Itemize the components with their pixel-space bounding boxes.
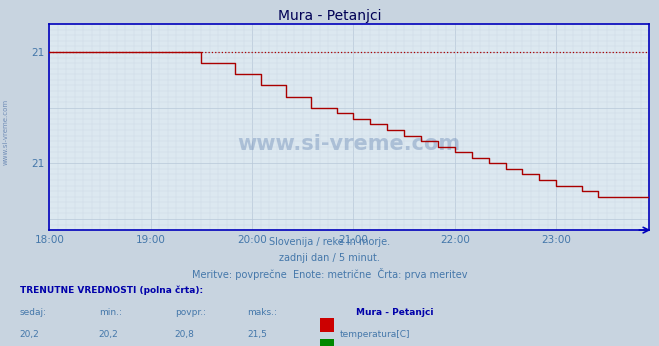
Text: Meritve: povprečne  Enote: metrične  Črta: prva meritev: Meritve: povprečne Enote: metrične Črta:… — [192, 268, 467, 280]
Text: TRENUTNE VREDNOSTI (polna črta):: TRENUTNE VREDNOSTI (polna črta): — [20, 285, 203, 295]
Text: temperatura[C]: temperatura[C] — [339, 330, 410, 339]
Text: 20,2: 20,2 — [20, 330, 40, 339]
Text: www.si-vreme.com: www.si-vreme.com — [238, 134, 461, 154]
Text: 21,5: 21,5 — [247, 330, 267, 339]
Text: Mura - Petanjci: Mura - Petanjci — [277, 9, 382, 22]
Text: Mura - Petanjci: Mura - Petanjci — [356, 308, 434, 317]
Text: Slovenija / reke in morje.: Slovenija / reke in morje. — [269, 237, 390, 247]
Text: zadnji dan / 5 minut.: zadnji dan / 5 minut. — [279, 253, 380, 263]
Text: maks.:: maks.: — [247, 308, 277, 317]
Text: sedaj:: sedaj: — [20, 308, 47, 317]
Text: 20,8: 20,8 — [175, 330, 194, 339]
Text: min.:: min.: — [99, 308, 122, 317]
Text: povpr.:: povpr.: — [175, 308, 206, 317]
Text: 20,2: 20,2 — [99, 330, 119, 339]
Text: www.si-vreme.com: www.si-vreme.com — [2, 98, 9, 165]
